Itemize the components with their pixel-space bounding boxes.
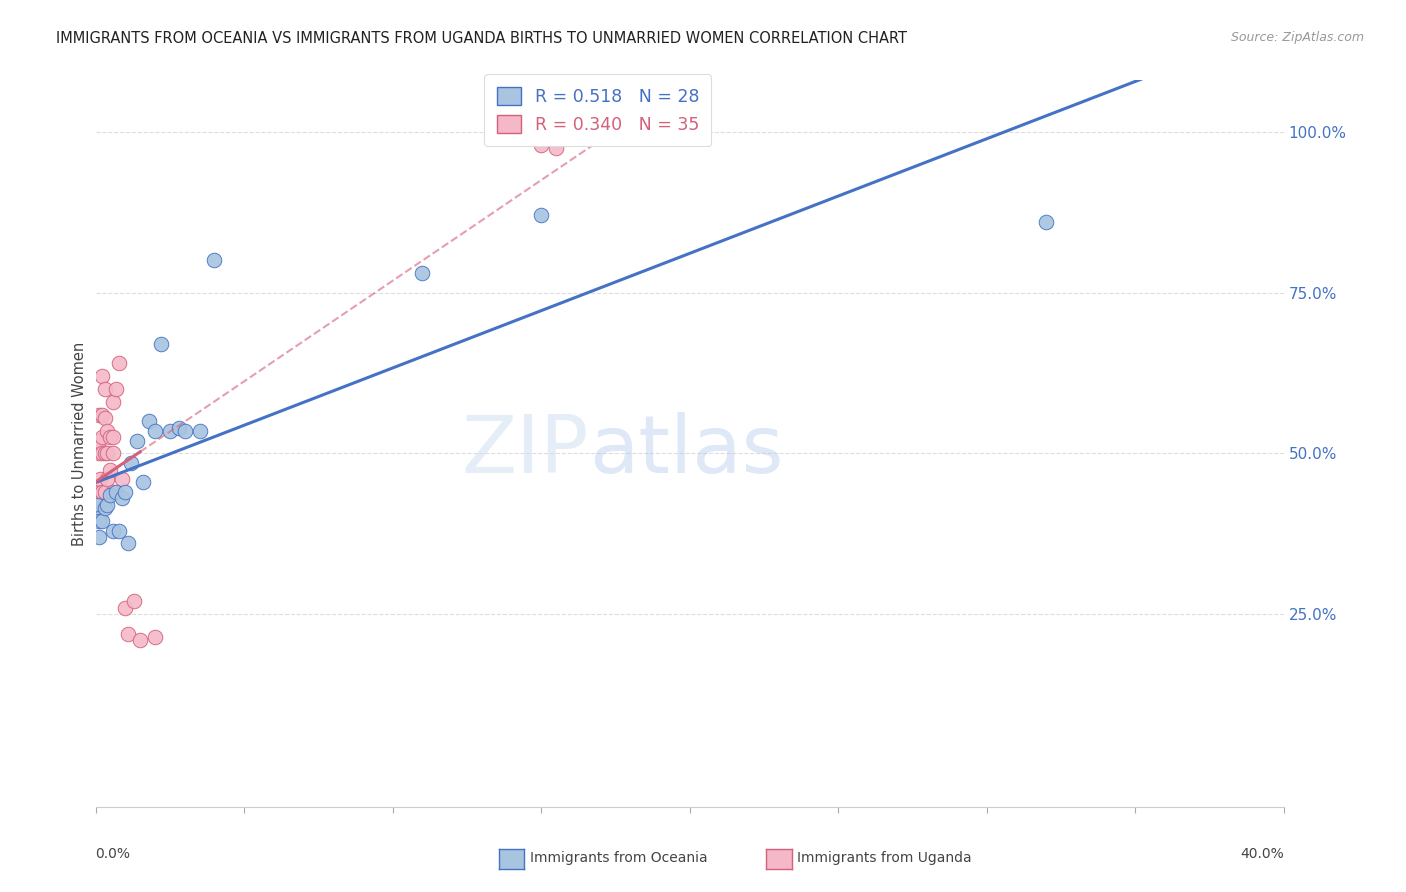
Point — [93, 446, 115, 460]
Point — [86, 498, 108, 512]
Point — [111, 491, 134, 506]
Point — [96, 472, 118, 486]
Point — [143, 630, 166, 644]
Point — [96, 498, 118, 512]
Point — [90, 446, 112, 460]
Point — [103, 395, 125, 409]
Point — [103, 446, 125, 460]
Point — [93, 411, 115, 425]
Point — [1035, 215, 1057, 229]
Y-axis label: Births to Unmarried Women: Births to Unmarried Women — [72, 342, 87, 546]
Point — [173, 424, 195, 438]
Text: Source: ZipAtlas.com: Source: ZipAtlas.com — [1230, 31, 1364, 45]
Point — [100, 488, 122, 502]
Point — [105, 485, 128, 500]
Point — [96, 424, 118, 438]
Point — [114, 485, 136, 500]
Point — [120, 456, 142, 470]
Point — [159, 424, 181, 438]
Point — [87, 446, 110, 460]
Point — [100, 430, 122, 444]
Point — [108, 356, 131, 370]
Point — [90, 430, 112, 444]
Point — [132, 475, 155, 490]
Text: 40.0%: 40.0% — [1240, 847, 1284, 862]
Point — [93, 501, 115, 516]
Point — [411, 266, 433, 280]
Point — [87, 408, 110, 422]
Point — [204, 253, 226, 268]
Point — [93, 485, 115, 500]
Point — [89, 472, 111, 486]
Point — [87, 485, 110, 500]
Point — [87, 434, 110, 448]
Point — [127, 434, 149, 448]
Point — [129, 632, 152, 647]
Point — [111, 472, 134, 486]
Point — [90, 514, 112, 528]
Legend: R = 0.518   N = 28, R = 0.340   N = 35: R = 0.518 N = 28, R = 0.340 N = 35 — [485, 74, 711, 146]
Point — [103, 524, 125, 538]
Point — [87, 510, 110, 524]
Point — [86, 501, 108, 516]
Point — [93, 382, 115, 396]
Point — [188, 424, 211, 438]
Text: Immigrants from Oceania: Immigrants from Oceania — [530, 851, 707, 865]
Point — [96, 446, 118, 460]
Point — [100, 462, 122, 476]
Point — [90, 408, 112, 422]
Point — [103, 485, 125, 500]
Point — [87, 530, 110, 544]
Point — [530, 208, 553, 222]
Text: IMMIGRANTS FROM OCEANIA VS IMMIGRANTS FROM UGANDA BIRTHS TO UNMARRIED WOMEN CORR: IMMIGRANTS FROM OCEANIA VS IMMIGRANTS FR… — [56, 31, 907, 46]
Point — [90, 485, 112, 500]
Point — [149, 337, 172, 351]
Point — [117, 536, 139, 550]
Point — [122, 594, 145, 608]
Point — [544, 141, 567, 155]
Point — [117, 626, 139, 640]
Point — [86, 498, 108, 512]
Point — [87, 514, 110, 528]
Point — [103, 430, 125, 444]
Text: ZIP: ZIP — [461, 412, 589, 490]
Point — [90, 369, 112, 384]
Point — [143, 424, 166, 438]
Point — [114, 600, 136, 615]
Point — [167, 420, 190, 434]
Point — [105, 382, 128, 396]
Point — [108, 524, 131, 538]
Text: 0.0%: 0.0% — [96, 847, 131, 862]
Text: atlas: atlas — [589, 412, 783, 490]
Text: Immigrants from Uganda: Immigrants from Uganda — [797, 851, 972, 865]
Point — [530, 137, 553, 152]
Point — [138, 414, 160, 428]
